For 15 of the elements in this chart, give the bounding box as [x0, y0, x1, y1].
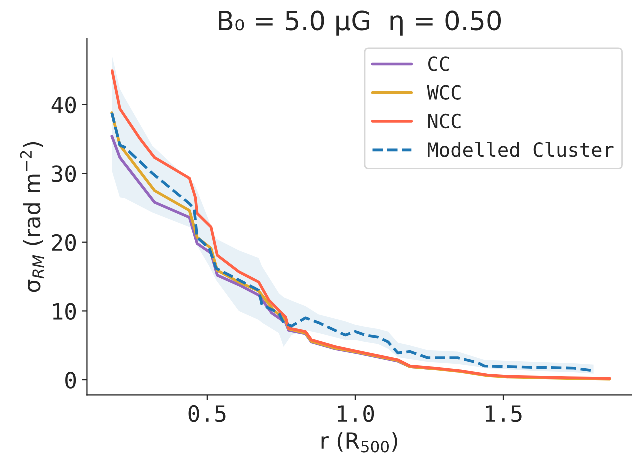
y-axis-title: σ$_{RM}$ (rad m$^{−2}$): [20, 142, 44, 292]
y-tick-label: 20: [52, 234, 76, 252]
y-tick-label: 10: [53, 303, 76, 320]
legend-label: CC: [428, 56, 450, 72]
chart-title: B₀ = 5.0 μG η = 0.50: [219, 10, 502, 36]
x-tick-label: 1.0: [338, 405, 374, 422]
x-tick-label: 1.5: [486, 406, 522, 422]
x-tick-label: 0.5: [188, 405, 226, 422]
legend-label: NCC: [428, 114, 461, 129]
y-tick-label: 30: [52, 166, 76, 182]
legend-label: Modelled Cluster: [428, 142, 614, 158]
x-axis-title: r (R$_{500}$): [322, 432, 398, 453]
y-tick-label: 0: [66, 372, 76, 389]
y-tick-label: 40: [52, 96, 76, 114]
legend-label: WCC: [427, 85, 461, 100]
